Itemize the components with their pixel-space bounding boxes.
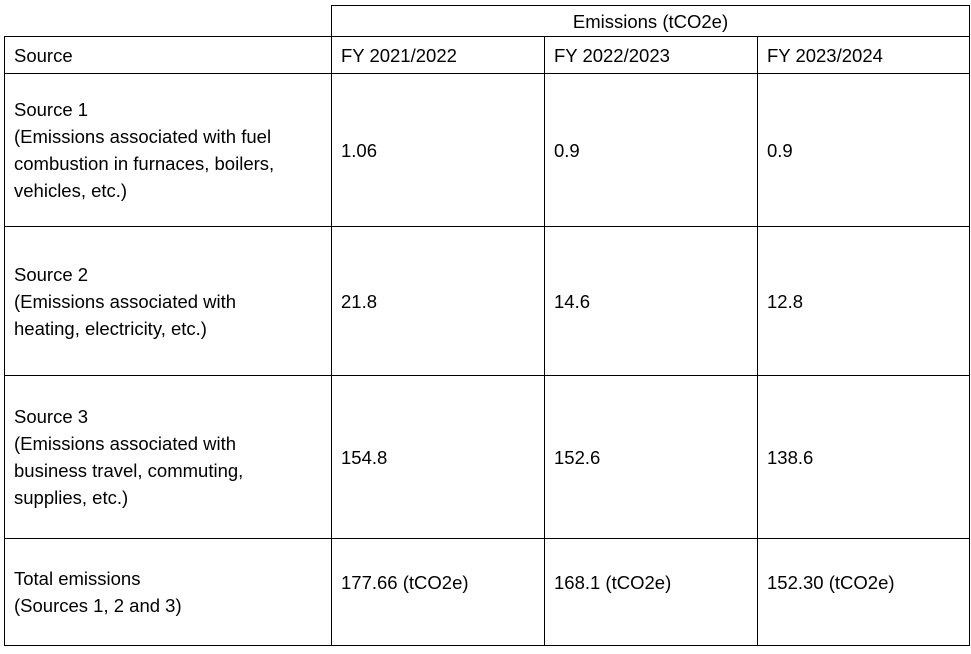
source-description-line: business travel, commuting, [14, 460, 244, 481]
source-description-line: (Emissions associated with [14, 290, 237, 312]
total-title: Total emissions [14, 568, 141, 589]
source-cell: Source 2 (Emissions associated with heat… [4, 226, 332, 376]
value-cell: 138.6 [757, 375, 970, 539]
value-cell: 154.8 [331, 375, 545, 539]
source-title: Source 1 [14, 99, 89, 120]
column-header-source: Source [4, 36, 332, 74]
column-header-fy-2021-2022: FY 2021/2022 [331, 36, 545, 74]
table-row: Source 3 (Emissions associated with busi… [4, 375, 970, 539]
emissions-group-header: Emissions (tCO2e) [331, 5, 970, 37]
value-cell: 152.6 [544, 375, 758, 539]
source-cell: Source 3 (Emissions associated with busi… [4, 375, 332, 539]
source-description-line: heating, electricity, etc.) [14, 317, 207, 339]
column-header-row: Source FY 2021/2022 FY 2022/2023 FY 2023… [4, 36, 970, 74]
source-title: Source 2 [14, 263, 89, 285]
column-header-fy-2023-2024: FY 2023/2024 [757, 36, 970, 74]
total-value-cell: 177.66 (tCO2e) [331, 538, 545, 646]
source-description-line: supplies, etc.) [14, 487, 129, 508]
source-description-line: combustion in furnaces, boilers, [14, 153, 275, 174]
value-cell: 1.06 [331, 73, 545, 227]
total-row: Total emissions (Sources 1, 2 and 3) 177… [4, 538, 970, 646]
value-cell: 0.9 [544, 73, 758, 227]
source-description-line: vehicles, etc.) [14, 180, 128, 201]
value-cell: 12.8 [757, 226, 970, 376]
total-value-cell: 152.30 (tCO2e) [757, 538, 970, 646]
source-description-line: (Emissions associated with fuel [14, 126, 272, 147]
source-title: Source 3 [14, 406, 89, 427]
blank-corner-cell [4, 5, 332, 37]
value-cell: 21.8 [331, 226, 545, 376]
table-row: Source 2 (Emissions associated with heat… [4, 226, 970, 376]
source-cell: Source 1 (Emissions associated with fuel… [4, 73, 332, 227]
emissions-table: Emissions (tCO2e) Source FY 2021/2022 FY… [4, 5, 970, 646]
table-row: Source 1 (Emissions associated with fuel… [4, 73, 970, 227]
value-cell: 0.9 [757, 73, 970, 227]
total-source-cell: Total emissions (Sources 1, 2 and 3) [4, 538, 332, 646]
group-header-row: Emissions (tCO2e) [4, 5, 970, 37]
column-header-fy-2022-2023: FY 2022/2023 [544, 36, 758, 74]
source-description-line: (Emissions associated with [14, 433, 237, 454]
total-value-cell: 168.1 (tCO2e) [544, 538, 758, 646]
total-description: (Sources 1, 2 and 3) [14, 595, 182, 616]
value-cell: 14.6 [544, 226, 758, 376]
